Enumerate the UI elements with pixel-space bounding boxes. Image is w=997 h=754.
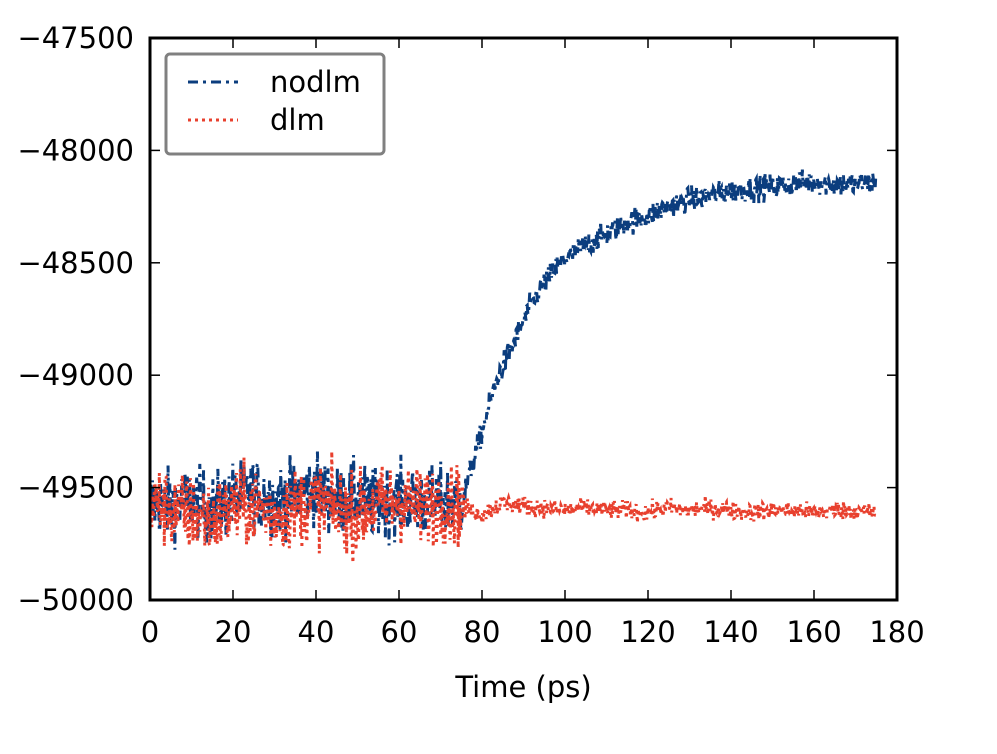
legend-box (164, 52, 386, 156)
legend-label-dlm: dlm (270, 103, 325, 137)
x-axis-label: Time (ps) (454, 670, 591, 704)
x-tick-label: 80 (464, 615, 501, 649)
x-tick-label: 20 (215, 615, 252, 649)
x-tick-label: 100 (537, 615, 592, 649)
y-tick-label: −48000 (17, 133, 134, 167)
y-tick-label: −47500 (17, 21, 134, 55)
legend: nodlm dlm (164, 52, 386, 156)
legend-label-nodlm: nodlm (270, 65, 361, 99)
x-tick-label: 0 (141, 615, 159, 649)
y-tick-label: −48500 (17, 246, 134, 280)
y-tick-label: −50000 (17, 583, 134, 617)
x-tick-label: 140 (703, 615, 758, 649)
series-line-nodlm (148, 169, 878, 550)
x-tick-label: 180 (869, 615, 924, 649)
series-line-dlm (148, 451, 877, 563)
ticks-layer: 0 20 40 60 80 100 120 140 160 180 −50000 −49500 −490… (17, 21, 924, 649)
x-tick-label: 40 (298, 615, 335, 649)
series-layer (148, 169, 878, 563)
x-tick-label: 60 (381, 615, 418, 649)
y-tick-label: −49000 (17, 358, 134, 392)
x-tick-label: 160 (786, 615, 841, 649)
x-tick-label: 120 (620, 615, 675, 649)
plot-area-frame (148, 36, 899, 602)
y-tick-label: −49500 (17, 471, 134, 505)
